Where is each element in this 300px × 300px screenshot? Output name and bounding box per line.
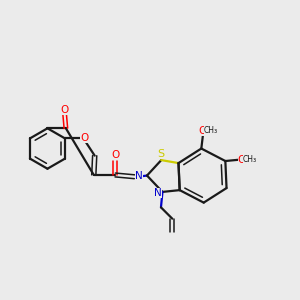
Text: O: O bbox=[238, 155, 246, 165]
Text: N: N bbox=[135, 172, 143, 182]
Text: N: N bbox=[154, 188, 162, 197]
Text: O: O bbox=[199, 126, 207, 136]
Text: O: O bbox=[111, 150, 119, 161]
Text: CH₃: CH₃ bbox=[204, 126, 218, 135]
Text: O: O bbox=[80, 134, 89, 143]
Text: CH₃: CH₃ bbox=[243, 155, 257, 164]
Text: O: O bbox=[61, 105, 69, 115]
Text: S: S bbox=[158, 149, 164, 160]
